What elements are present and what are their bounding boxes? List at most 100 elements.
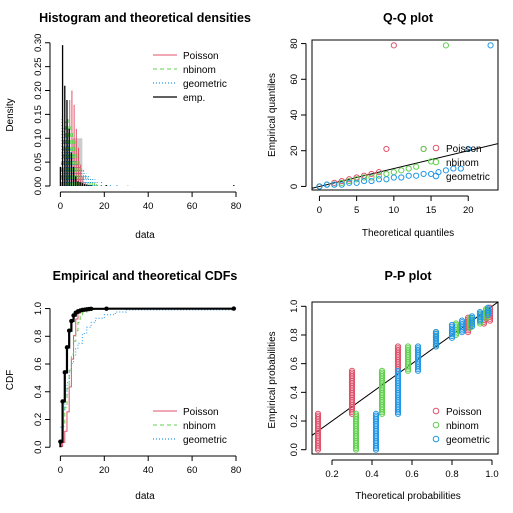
- y-tick-label: 20: [289, 145, 300, 156]
- qq-series-nbinom: [316, 42, 450, 190]
- y-tick-label: 60: [289, 74, 300, 85]
- histogram-ylabel: Density: [5, 98, 16, 131]
- y-tick-label: 0.00: [33, 177, 44, 196]
- qq-series-geometric-point: [331, 181, 338, 188]
- cdf-series-emp-point: [62, 370, 67, 375]
- y-tick-label: 0.2: [33, 413, 44, 426]
- pp-series-geometric-point: [432, 332, 440, 339]
- x-tick-label: 0: [58, 201, 63, 212]
- qq-series-nbinom-point: [346, 177, 353, 185]
- y-tick-label: 0.05: [33, 153, 44, 172]
- pp-series-geometric-point: [476, 308, 484, 316]
- qq-series-geometric-point: [465, 145, 472, 153]
- qq-series-nbinom-point: [413, 163, 420, 170]
- pp-series-geometric-point: [432, 329, 440, 336]
- pp-series-poisson-point: [394, 345, 402, 352]
- qq-series-nbinom-point: [390, 169, 397, 176]
- qq-series-poisson-point: [331, 179, 338, 186]
- qq-series-poisson-point: [338, 177, 345, 185]
- pp-series-geometric-point: [448, 321, 456, 329]
- legend-label-emp: emp.: [183, 93, 205, 104]
- cdf-lines: [58, 306, 237, 448]
- x-tick-label: 20: [463, 205, 474, 216]
- qq-title: Q-Q plot: [383, 11, 434, 25]
- legend-label-nbinom: nbinom: [446, 158, 479, 169]
- cdf-series-emp-point: [58, 439, 63, 444]
- qq-series-nbinom-point: [338, 179, 345, 186]
- legend-marker-poisson: [432, 407, 440, 415]
- pp-series-nbinom-point: [352, 412, 360, 419]
- qq-series-geometric-point: [346, 179, 353, 186]
- qq-series-geometric-point: [323, 181, 330, 188]
- qq-series-nbinom-point: [398, 167, 405, 174]
- pp-series-nbinom-point: [404, 345, 412, 352]
- pp-series-nbinom-point: [452, 320, 460, 327]
- pp-ylabel: Empirical probabilities: [267, 331, 278, 428]
- pp-series-geometric-point: [484, 308, 492, 315]
- legend-label-nbinom: nbinom: [183, 421, 216, 432]
- x-tick-label: 80: [231, 201, 242, 212]
- legend-marker-nbinom: [432, 158, 440, 166]
- qq-series-nbinom-point: [360, 174, 368, 181]
- cdf-series-emp-point: [88, 306, 94, 312]
- y-tick-label: 0.0: [33, 441, 44, 454]
- pp-series-poisson-point: [348, 367, 356, 374]
- pp-series-geometric-point: [372, 414, 380, 421]
- pp-series-poisson-point: [348, 371, 356, 378]
- pp-series-poisson-point: [314, 410, 322, 417]
- qq-series-geometric-point: [405, 172, 412, 179]
- y-tick-label: 0.4: [289, 386, 300, 399]
- x-tick-label: 60: [187, 201, 198, 212]
- x-tick-label: 0.4: [365, 469, 378, 480]
- qq-series-geometric-point: [338, 181, 345, 188]
- legend-marker-poisson: [432, 144, 440, 152]
- y-tick-label: 0.4: [33, 385, 44, 398]
- pp-series-nbinom-point: [352, 410, 360, 417]
- qq-axes: 0 5 10 15 20 0 20 40 60 80: [289, 38, 499, 216]
- pp-series-geometric-point: [414, 345, 422, 352]
- qq-series-geometric-point: [375, 176, 383, 183]
- y-tick-label: 0.30: [33, 34, 44, 53]
- pp-series-nbinom-point: [352, 414, 360, 421]
- y-tick-label: 40: [289, 110, 300, 121]
- histogram-legend: Poisson nbinom geometric emp.: [153, 51, 227, 104]
- pp-series-nbinom-point: [404, 343, 412, 350]
- cdf-xlabel: data: [135, 491, 155, 502]
- pp-series-geometric-point: [484, 304, 492, 311]
- cdf-series-nbinom: [60, 308, 237, 441]
- qq-series-nbinom-point: [405, 165, 412, 172]
- cdf-series-emp-point: [104, 306, 109, 311]
- qq-series-nbinom-point: [383, 170, 390, 178]
- y-tick-label: 0.8: [33, 330, 44, 343]
- qq-series-poisson: [316, 42, 427, 190]
- pp-series-geometric-point: [448, 325, 456, 332]
- qq-series-geometric-point: [353, 179, 360, 186]
- qq-series-geometric-point: [457, 165, 464, 172]
- histogram-title: Histogram and theoretical densities: [39, 11, 251, 25]
- pp-series-geometric-point: [394, 369, 402, 376]
- pp-series-geometric-point: [458, 317, 466, 324]
- pp-series-geometric-point: [476, 312, 484, 319]
- histogram-axes: 0 20 40 60 80 0.00 0.05 0.10 0.15 0.20 0.25 0.30: [33, 34, 241, 212]
- pp-points: [314, 304, 494, 453]
- y-tick-label: 0.15: [33, 105, 44, 124]
- legend-label-poisson: Poisson: [183, 407, 219, 418]
- x-tick-label: 0.8: [445, 469, 458, 480]
- legend-marker-geometric: [432, 172, 440, 180]
- qq-series-nbinom-point: [442, 42, 450, 49]
- cdf-title: Empirical and theoretical CDFs: [53, 269, 238, 283]
- pp-series-geometric: [372, 304, 492, 453]
- cdf-ylabel: CDF: [5, 370, 16, 391]
- qq-series-nbinom-point: [375, 172, 383, 179]
- y-tick-label: 0.8: [289, 328, 300, 341]
- legend-label-nbinom: nbinom: [446, 421, 479, 432]
- panel-histogram: Histogram and theoretical densities data…: [5, 11, 251, 241]
- pp-series-poisson-point: [348, 369, 356, 376]
- cdf-series-emp-point: [64, 345, 70, 350]
- pp-series-geometric-point: [468, 313, 476, 320]
- pp-series-geometric-point: [394, 371, 402, 378]
- histogram-density-lines: [59, 45, 235, 186]
- x-tick-label: 80: [231, 465, 242, 476]
- y-tick-label: 0.6: [33, 357, 44, 370]
- legend-label-poisson: Poisson: [183, 51, 219, 62]
